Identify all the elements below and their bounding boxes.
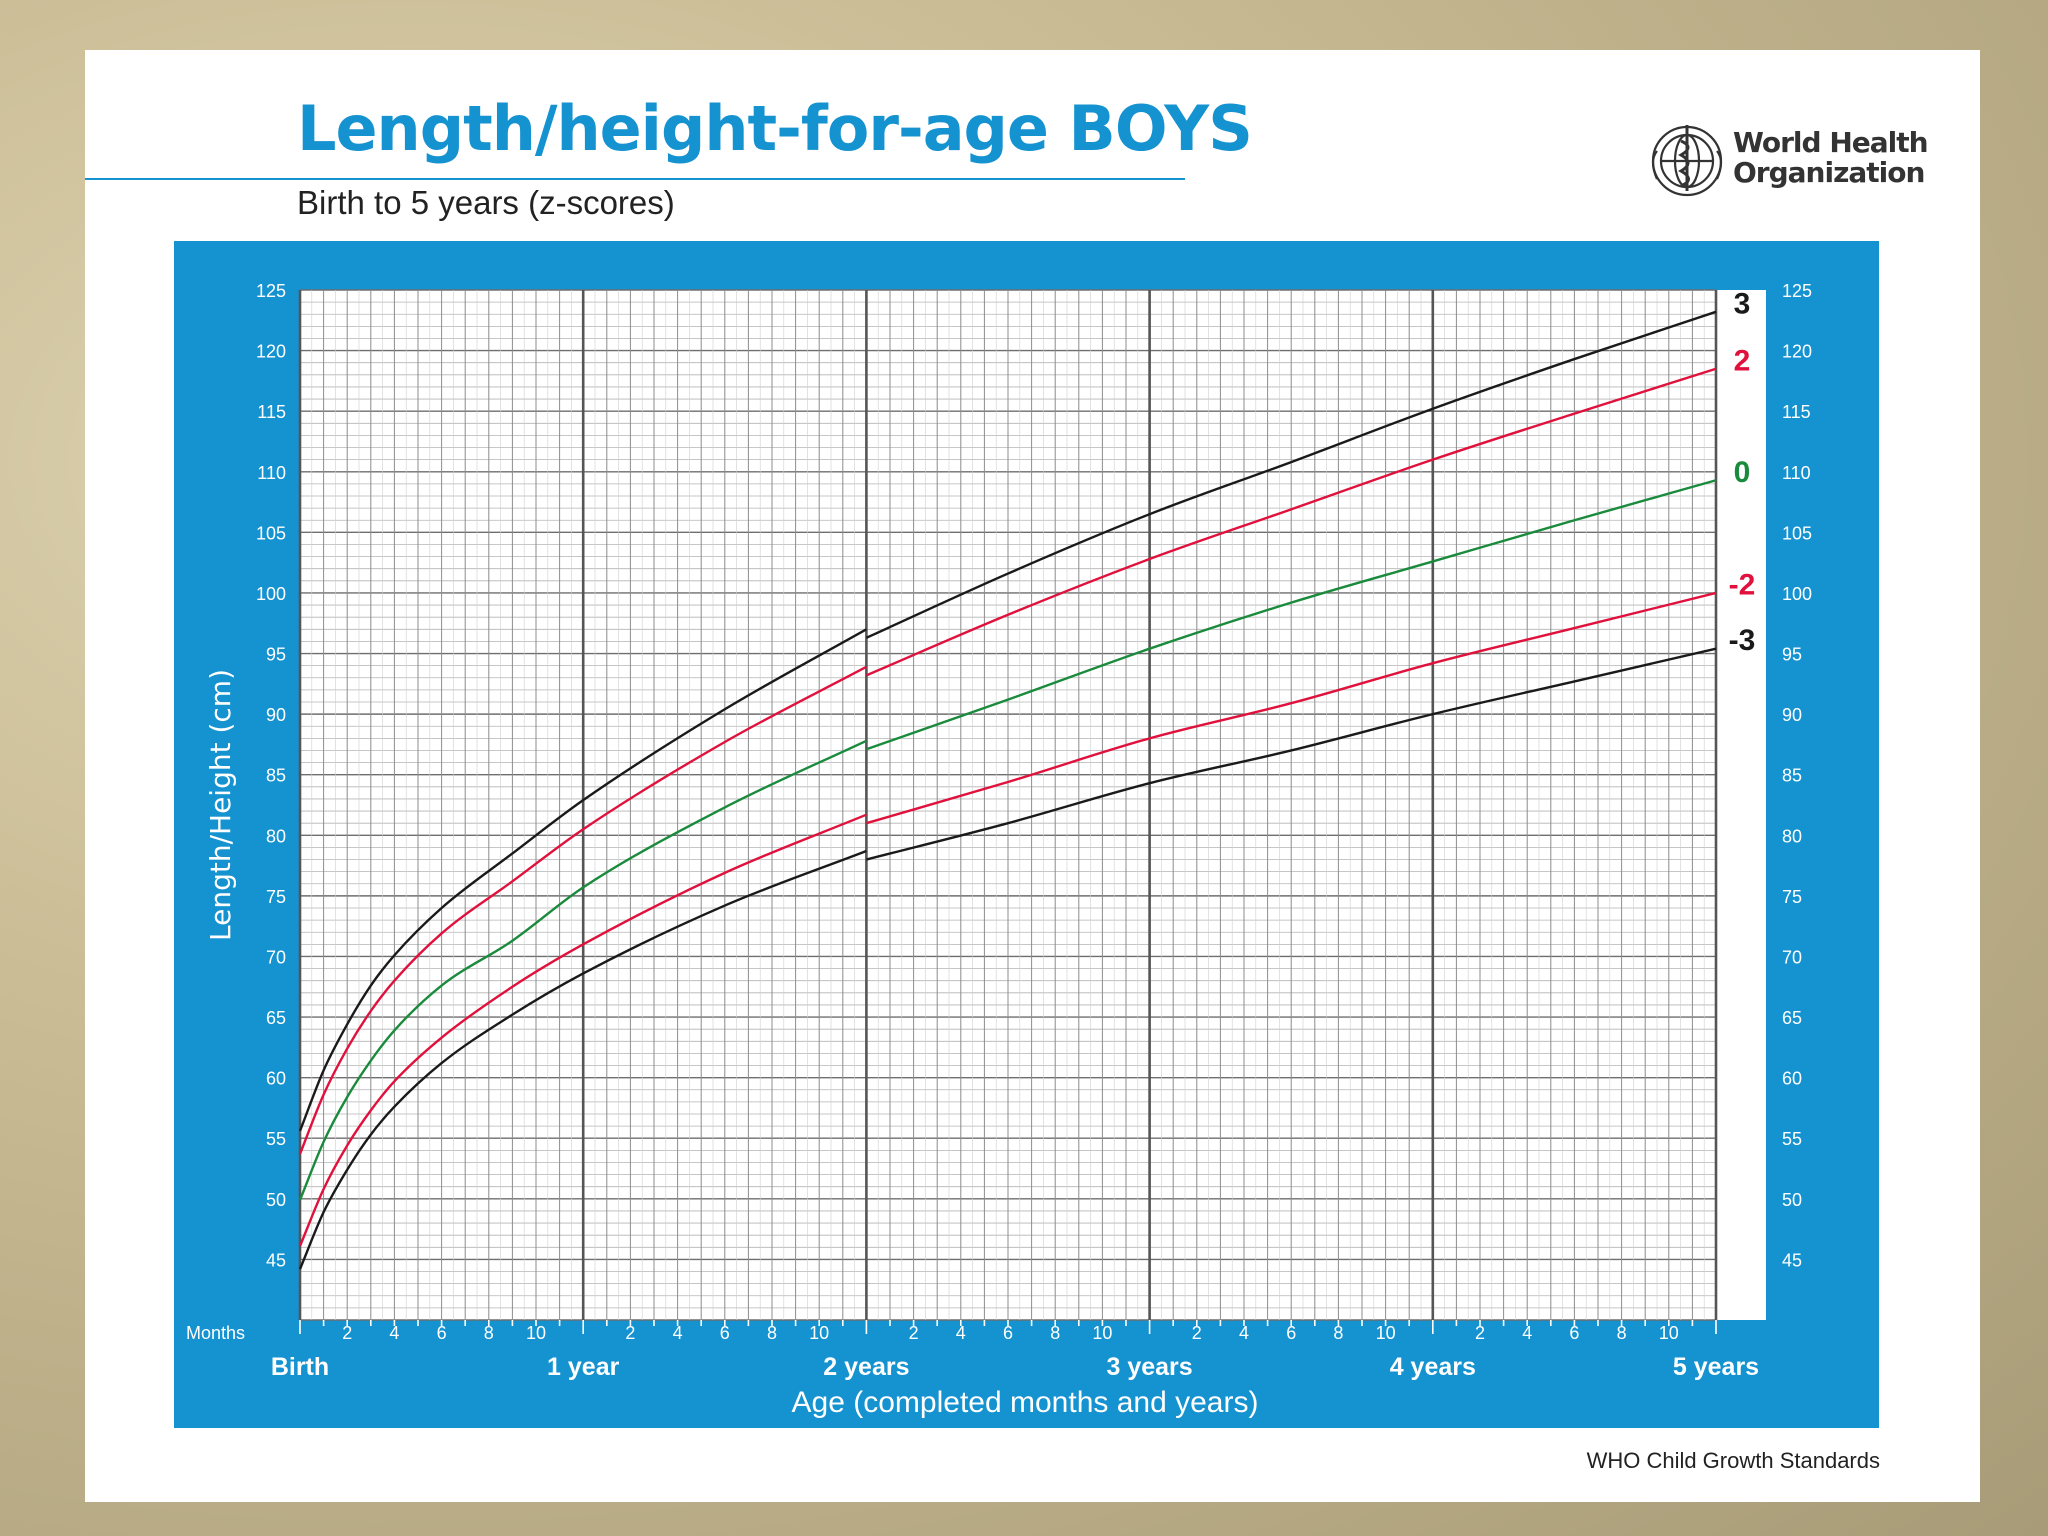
curve-zneg2-length (298, 813, 867, 1247)
x-month-label: 10 (1659, 1323, 1679, 1343)
y-tick-label-right: 80 (1782, 826, 1802, 846)
y-tick-label-left: 70 (266, 947, 286, 967)
curve-zneg3-length (298, 849, 867, 1270)
x-month-label: 2 (909, 1323, 919, 1343)
y-tick-label-right: 110 (1782, 463, 1811, 483)
y-tick-label-right: 75 (1782, 887, 1802, 907)
y-tick-label-right: 90 (1782, 705, 1802, 725)
x-month-label: 2 (342, 1323, 352, 1343)
zscore-curves: 3 2 0 -2 -3 (298, 287, 1756, 1270)
curve-z2-length (298, 665, 867, 1155)
grid-lines (298, 289, 1718, 1321)
curve-zneg3-height (866, 647, 1717, 861)
y-tick-label-left: 125 (256, 281, 286, 301)
x-year-label: 5 years (1673, 1353, 1759, 1381)
x-month-label: 6 (1286, 1323, 1296, 1343)
footer-credit: WHO Child Growth Standards (1586, 1448, 1880, 1473)
x-year-label: 2 years (823, 1353, 909, 1381)
page-subtitle: Birth to 5 years (z-scores) (297, 184, 675, 221)
x-month-label: 8 (767, 1323, 777, 1343)
x-month-label: 8 (1617, 1323, 1627, 1343)
y-tick-label-right: 45 (1782, 1250, 1802, 1270)
x-month-label: 10 (1092, 1323, 1112, 1343)
org-name-line2: Organization (1733, 156, 1925, 189)
x-month-label: 10 (1376, 1323, 1396, 1343)
x-month-label: 10 (809, 1323, 829, 1343)
zscore-label--3: -3 (1729, 624, 1756, 657)
zscore-label-0: 0 (1734, 456, 1751, 489)
x-month-label: 10 (526, 1323, 546, 1343)
x-month-label: 4 (956, 1323, 966, 1343)
y-tick-label-left: 90 (266, 705, 286, 725)
x-axis-title: Age (completed months and years) (792, 1386, 1259, 1419)
curve-z0-height (866, 479, 1717, 751)
who-emblem-icon (1651, 125, 1723, 197)
y-tick-label-right: 100 (1782, 584, 1812, 604)
x-month-label: 2 (1192, 1323, 1202, 1343)
x-month-label: 8 (1333, 1323, 1343, 1343)
y-tick-label-left: 65 (266, 1008, 286, 1028)
x-year-label: 3 years (1106, 1353, 1192, 1381)
x-month-label: 4 (1239, 1323, 1249, 1343)
org-name-line1: World Health (1733, 126, 1929, 159)
x-month-label: 6 (1003, 1323, 1013, 1343)
y-tick-label-right: 55 (1782, 1129, 1802, 1149)
curve-z3-height (865, 310, 1717, 639)
title-underline (85, 178, 1185, 180)
y-tick-label-right: 60 (1782, 1069, 1802, 1089)
y-tick-label-right: 85 (1782, 766, 1802, 786)
curve-z0-length (298, 739, 867, 1201)
zscore-label--2: -2 (1729, 568, 1756, 601)
y-tick-label-left: 55 (266, 1129, 286, 1149)
x-month-label: 4 (673, 1323, 683, 1343)
curve-z2-height (865, 367, 1717, 677)
zscore-label-3: 3 (1734, 287, 1751, 320)
y-tick-label-left: 120 (256, 342, 286, 362)
y-tick-label-right: 70 (1782, 947, 1802, 967)
y-tick-label-right: 125 (1782, 281, 1812, 301)
months-axis-label: Months (186, 1323, 245, 1343)
x-month-label: 6 (720, 1323, 730, 1343)
y-tick-label-left: 100 (256, 584, 286, 604)
x-month-label: 2 (625, 1323, 635, 1343)
y-tick-label-left: 85 (266, 766, 286, 786)
y-tick-label-left: 95 (266, 645, 286, 665)
y-tick-label-left: 45 (266, 1250, 286, 1270)
x-month-label: 4 (1522, 1323, 1532, 1343)
y-tick-label-right: 65 (1782, 1008, 1802, 1028)
y-tick-label-left: 50 (266, 1190, 286, 1210)
x-year-label: Birth (271, 1353, 329, 1381)
y-tick-label-left: 105 (256, 523, 286, 543)
y-tick-label-left: 115 (257, 402, 286, 422)
zscore-label-strip (1716, 290, 1766, 1320)
y-tick-label-left: 110 (257, 463, 286, 483)
y-tick-label-right: 120 (1782, 342, 1812, 362)
x-year-label: 1 year (547, 1353, 620, 1381)
x-month-label: 8 (484, 1323, 494, 1343)
y-tick-label-right: 115 (1782, 402, 1811, 422)
x-month-label: 6 (437, 1323, 447, 1343)
x-month-label: 8 (1050, 1323, 1060, 1343)
y-axis-title: Length/Height (cm) (204, 669, 237, 941)
curve-zneg2-height (866, 591, 1717, 825)
y-tick-label-right: 105 (1782, 523, 1812, 543)
curve-z3-length (298, 628, 867, 1132)
y-tick-label-left: 75 (266, 887, 286, 907)
x-year-label: 4 years (1390, 1353, 1476, 1381)
page-title: Length/height-for-age BOYS (297, 92, 1253, 165)
y-tick-label-left: 60 (266, 1069, 286, 1089)
y-tick-label-right: 50 (1782, 1190, 1802, 1210)
x-month-label: 6 (1569, 1323, 1579, 1343)
zscore-label-2: 2 (1734, 344, 1751, 377)
who-logo-text: World Health Organization (1733, 126, 1929, 189)
x-month-label: 2 (1475, 1323, 1485, 1343)
y-tick-label-left: 80 (266, 826, 286, 846)
y-tick-label-right: 95 (1782, 645, 1802, 665)
axis-ticks (299, 1320, 1717, 1334)
x-month-label: 4 (389, 1323, 399, 1343)
